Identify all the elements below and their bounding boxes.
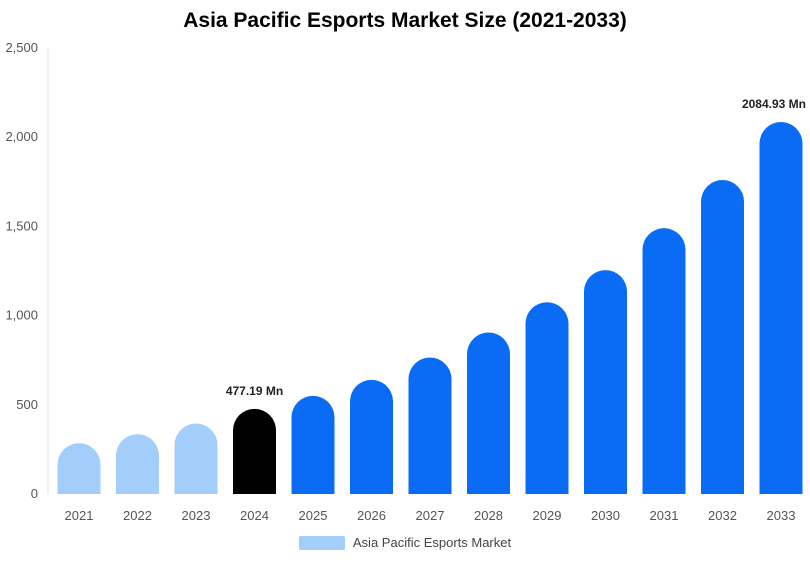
bar-2022 bbox=[116, 434, 159, 494]
bar-2030 bbox=[584, 270, 627, 494]
legend-swatch bbox=[298, 535, 345, 550]
bar-2025 bbox=[291, 395, 335, 494]
legend-label: Asia Pacific Esports Market bbox=[352, 535, 512, 550]
bar-2027 bbox=[408, 357, 452, 494]
x-tick-label: 2022 bbox=[123, 508, 152, 523]
x-tick-label: 2021 bbox=[65, 508, 94, 523]
x-tick-label: 2029 bbox=[533, 508, 562, 523]
y-tick-label: 1,000 bbox=[5, 308, 38, 323]
bar-2023 bbox=[174, 423, 218, 494]
y-axis-ticks: 0 500 1,000 1,500 2,000 2,500 bbox=[5, 40, 38, 501]
x-axis-ticks: 2021 2022 2023 2024 2025 2026 2027 2028 2029 2030… bbox=[65, 508, 796, 523]
y-tick-label: 2,500 bbox=[5, 40, 38, 55]
x-tick-label: 2026 bbox=[357, 508, 386, 523]
x-tick-label: 2028 bbox=[474, 508, 503, 523]
legend: Asia Pacific Esports Market bbox=[0, 535, 810, 550]
data-label: 477.19 Mn bbox=[226, 384, 283, 398]
data-labels: 477.19 Mn 2084.93 Mn bbox=[226, 97, 806, 398]
x-tick-label: 2027 bbox=[416, 508, 445, 523]
chart-title: Asia Pacific Esports Market Size (2021-2… bbox=[183, 9, 627, 32]
bars bbox=[57, 122, 803, 494]
x-tick-label: 2033 bbox=[767, 508, 796, 523]
bar-2024 bbox=[233, 408, 276, 494]
bar-2028 bbox=[467, 332, 510, 494]
y-tick-label: 500 bbox=[16, 397, 38, 412]
x-tick-label: 2025 bbox=[299, 508, 328, 523]
bar-2033 bbox=[759, 122, 803, 494]
bar-2026 bbox=[350, 379, 393, 494]
x-tick-label: 2024 bbox=[240, 508, 269, 523]
x-tick-label: 2031 bbox=[650, 508, 679, 523]
bar-2032 bbox=[701, 180, 744, 494]
bar-2029 bbox=[525, 302, 569, 494]
bar-2021 bbox=[57, 443, 101, 494]
x-tick-label: 2032 bbox=[708, 508, 737, 523]
y-tick-label: 1,500 bbox=[5, 218, 38, 233]
bar-2031 bbox=[642, 228, 686, 494]
x-tick-label: 2023 bbox=[182, 508, 211, 523]
data-label: 2084.93 Mn bbox=[742, 97, 806, 111]
y-tick-label: 2,000 bbox=[5, 129, 38, 144]
x-tick-label: 2030 bbox=[591, 508, 620, 523]
y-tick-label: 0 bbox=[31, 486, 38, 501]
